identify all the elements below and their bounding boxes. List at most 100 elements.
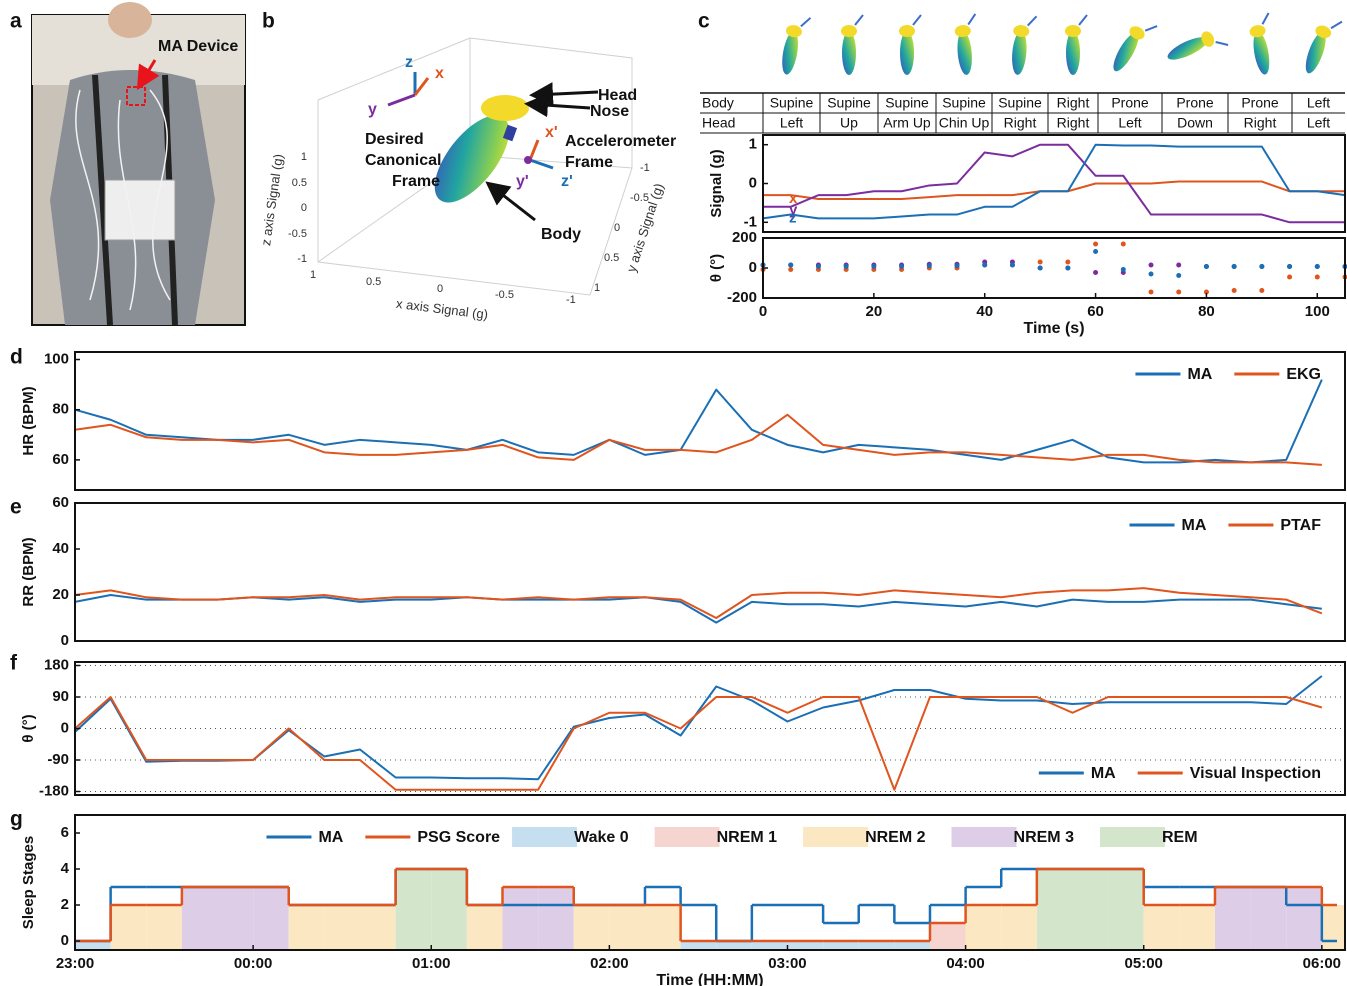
frame-x [415,78,428,95]
point [1176,263,1181,268]
tick-label: -0.5 [630,192,649,204]
stage-band [1001,905,1037,950]
stage-band [1037,869,1073,950]
icon-head [1013,24,1030,37]
table-cell: Prone [1111,95,1149,111]
x-tick-label: 00:00 [234,955,272,972]
point [1315,264,1320,269]
y-tick-label: 200 [732,229,757,246]
icon-arrow [855,15,863,25]
panel-label: b [262,10,275,33]
point [844,264,849,269]
point [1287,275,1292,280]
axis-letter: y' [516,173,529,190]
body-arrow [490,185,535,220]
icon-arrow [1145,22,1157,35]
y-tick-label: 100 [44,350,69,367]
y-axis-title: Signal (g) [708,149,725,217]
stage-band [253,887,289,950]
stage-band [146,905,182,950]
photo: MA Device [32,2,245,325]
point [1176,273,1181,278]
table-cell: Right [1244,115,1277,131]
y-tick-label: 180 [44,656,69,673]
x-tick-label: 04:00 [946,955,984,972]
stage-band [217,887,253,950]
point [927,263,932,268]
table-cell: Right [1004,115,1037,131]
tick-label: 1 [301,151,307,163]
stage-band [111,905,147,950]
table-cell: Right [1057,115,1090,131]
table-cell: Supine [827,95,871,111]
icon-arrow [1216,38,1228,49]
y-axis-title: θ (°) [708,254,725,282]
point [1176,290,1181,295]
legend-label: MA [1182,517,1207,534]
table-cell: Body [702,95,734,111]
orientation-icon [1108,15,1157,78]
annotation: Nose [590,103,629,120]
y-tick-label: 80 [52,401,69,418]
point [1149,272,1154,277]
plot-frame [763,238,1345,298]
point [1149,290,1154,295]
orientation-icon [1065,15,1087,75]
orientation-3d: Head Nose Desired Canonical Frame Accele… [258,38,676,322]
y-tick-label: 60 [52,451,69,468]
table-cell: Supine [885,95,929,111]
stage-band [538,887,574,950]
stage-band [609,905,645,950]
stage-band [1072,869,1108,950]
y-tick-label: 40 [52,540,69,557]
orientation-icon [1009,14,1036,76]
legend-swatch [803,827,868,847]
y-axis-title: θ (°) [20,714,37,742]
y-tick-label: 0 [61,719,69,736]
stage-band [467,905,503,950]
x-tick-label: 01:00 [412,955,450,972]
plot-area [75,588,1322,623]
legend: MAPTAF [1130,517,1322,534]
y-tick-label: 0 [61,932,69,949]
legend-label: PSG Score [417,829,500,846]
panel-label: e [10,496,22,519]
icon-head [785,24,803,39]
point [1259,264,1264,269]
x-tick-label: 23:00 [56,955,94,972]
stage-band [716,941,752,950]
legend-label: Wake 0 [574,829,629,846]
y-tick-label: -1 [744,213,757,230]
point [871,264,876,269]
y-axis-title: RR (BPM) [20,537,37,606]
point [899,264,904,269]
annotation: Frame [565,154,613,171]
tick-label: 0 [437,283,443,295]
tick-label: -1 [297,253,307,265]
axis-letter: x [435,65,444,82]
tick-label: 1 [594,282,600,294]
table-cell: Left [1307,115,1330,131]
orientation-icon [841,15,863,75]
legend-label: MA [1091,765,1116,782]
series-line [75,380,1322,463]
tick-label: 0 [614,222,620,234]
y-tick-label: 90 [52,688,69,705]
tick-label: -0.5 [495,289,514,301]
orientation-icon [953,14,980,76]
legend-label: MA [318,829,343,846]
table-cell: Arm Up [883,115,931,131]
series-line [763,145,1345,223]
point [1010,263,1015,268]
y-tick-label: 4 [61,860,70,877]
stage-band [182,887,218,950]
orientation-icon [1301,14,1342,78]
stage-band [431,869,467,950]
icon-body [1010,30,1028,75]
tick-label: -0.5 [288,228,307,240]
table-cell: Right [1057,95,1090,111]
point [1259,288,1264,293]
legend-label: NREM 3 [1014,829,1075,846]
y-tick-label: 1 [749,136,757,153]
plot-area [763,145,1345,223]
